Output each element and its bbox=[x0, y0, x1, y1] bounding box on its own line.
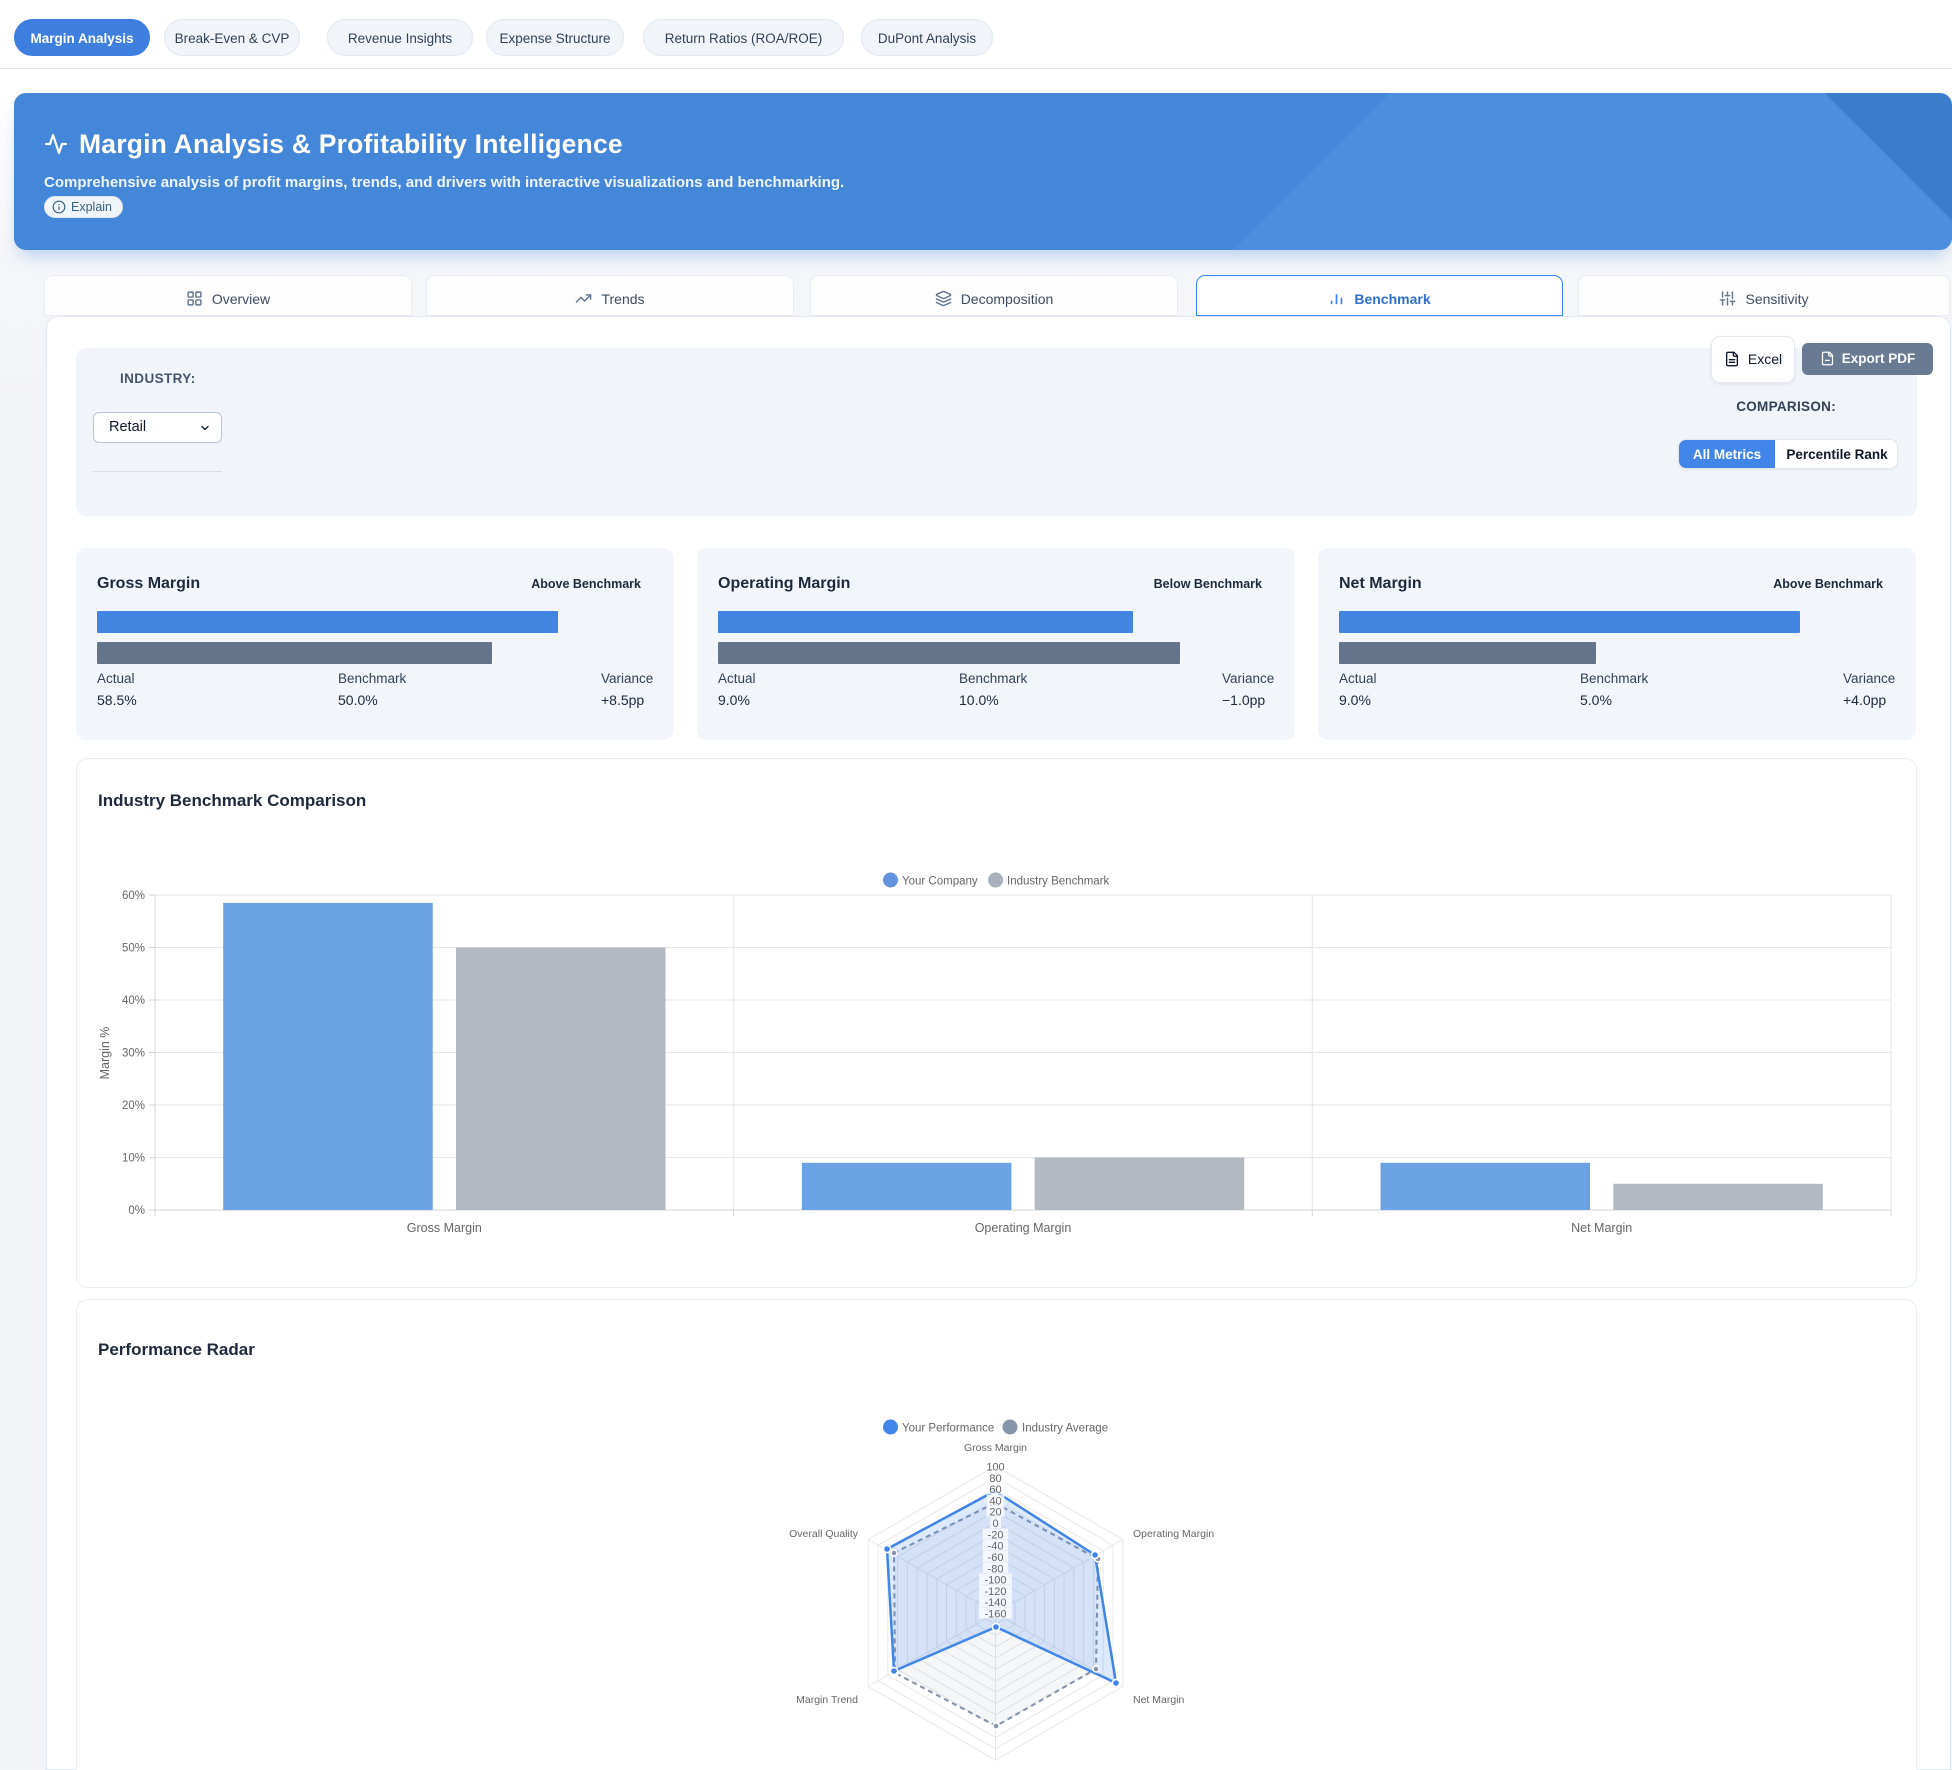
svg-text:10%: 10% bbox=[122, 1153, 145, 1165]
svg-text:-100: -100 bbox=[984, 1575, 1006, 1587]
svg-text:Margin Trend: Margin Trend bbox=[796, 1694, 858, 1706]
svg-text:Industry Benchmark: Industry Benchmark bbox=[1007, 876, 1110, 888]
svg-text:Gross Margin: Gross Margin bbox=[407, 1221, 482, 1235]
svg-text:20%: 20% bbox=[122, 1100, 145, 1112]
svg-text:100: 100 bbox=[986, 1462, 1004, 1474]
svg-text:20: 20 bbox=[989, 1507, 1001, 1519]
svg-text:Your Company: Your Company bbox=[902, 876, 978, 888]
svg-text:Margin %: Margin % bbox=[98, 1027, 112, 1080]
svg-text:-20: -20 bbox=[988, 1529, 1004, 1541]
svg-text:-120: -120 bbox=[984, 1586, 1006, 1598]
svg-text:Net Margin: Net Margin bbox=[1571, 1221, 1632, 1235]
svg-text:-80: -80 bbox=[988, 1563, 1004, 1575]
svg-text:60: 60 bbox=[989, 1484, 1001, 1496]
svg-text:0%: 0% bbox=[128, 1205, 145, 1217]
svg-text:40%: 40% bbox=[122, 995, 145, 1007]
svg-text:Gross Margin: Gross Margin bbox=[964, 1442, 1027, 1454]
svg-text:0: 0 bbox=[992, 1518, 998, 1530]
svg-text:-40: -40 bbox=[988, 1541, 1004, 1553]
svg-text:Overall Quality: Overall Quality bbox=[789, 1528, 859, 1540]
svg-text:30%: 30% bbox=[122, 1048, 145, 1060]
svg-text:Net Margin: Net Margin bbox=[1133, 1694, 1185, 1706]
svg-text:50%: 50% bbox=[122, 943, 145, 955]
svg-text:Your Performance: Your Performance bbox=[902, 1423, 994, 1435]
svg-text:60%: 60% bbox=[122, 890, 145, 902]
svg-text:Industry Average: Industry Average bbox=[1022, 1423, 1108, 1435]
svg-text:40: 40 bbox=[989, 1495, 1001, 1507]
svg-text:-60: -60 bbox=[988, 1552, 1004, 1564]
svg-text:-160: -160 bbox=[984, 1609, 1006, 1621]
svg-text:80: 80 bbox=[989, 1473, 1001, 1485]
svg-text:-140: -140 bbox=[984, 1597, 1006, 1609]
svg-text:Operating Margin: Operating Margin bbox=[1133, 1528, 1214, 1540]
svg-text:Operating Margin: Operating Margin bbox=[975, 1221, 1072, 1235]
